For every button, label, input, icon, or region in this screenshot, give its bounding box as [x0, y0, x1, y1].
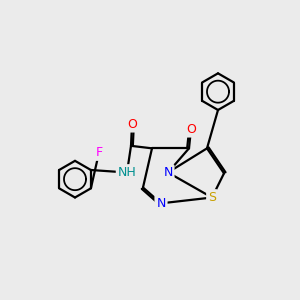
Text: NH: NH	[118, 166, 136, 179]
Text: N: N	[156, 197, 166, 210]
Text: O: O	[127, 118, 137, 131]
Text: F: F	[95, 146, 103, 159]
Text: O: O	[186, 123, 196, 136]
Text: N: N	[163, 166, 173, 179]
Text: S: S	[208, 191, 216, 204]
